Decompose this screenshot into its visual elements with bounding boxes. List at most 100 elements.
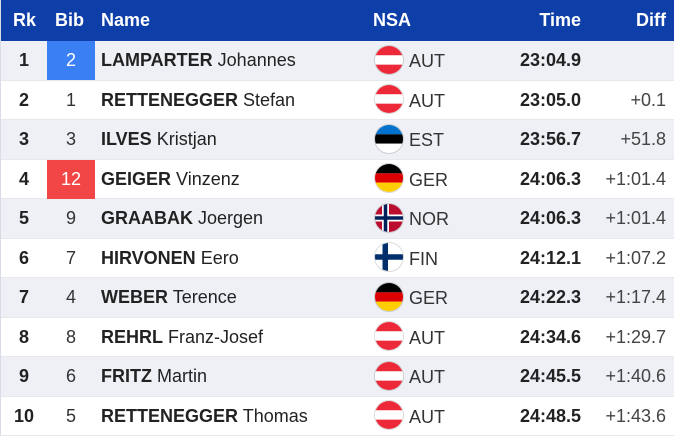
table-row[interactable]: 7 4 WEBER Terence GER 24:22.3 +1:17.4 (1, 278, 674, 318)
diff-cell: +51.8 (620, 129, 666, 149)
rank-cell: 1 (18, 50, 29, 70)
athlete-name[interactable]: LAMPARTER Johannes (101, 41, 296, 80)
nsa-code: AUT (409, 366, 445, 387)
athlete-firstname: Martin (157, 366, 208, 386)
table-row[interactable]: 6 7 HIRVONEN Eero FIN 24:12.1 +1:07.2 (1, 239, 674, 278)
bib-cell: 9 (65, 208, 76, 228)
nsa-cell: NOR (375, 199, 449, 238)
bib-cell: 12 (47, 159, 95, 199)
rank-cell: 4 (18, 168, 29, 189)
time-cell: 23:56.7 (519, 129, 581, 149)
athlete-surname: GEIGER (101, 168, 172, 189)
diff-cell: +1:40.6 (605, 366, 666, 386)
table-row[interactable]: 2 1 RETTENEGGER Stefan AUT 23:05.0 +0.1 (1, 81, 674, 120)
header-bib[interactable]: Bib (55, 10, 84, 30)
diff-cell: +0.1 (630, 89, 666, 110)
rank-cell: 5 (18, 208, 29, 228)
nsa-code: EST (409, 129, 445, 150)
germany-flag-icon (375, 164, 403, 193)
table-row[interactable]: 3 3 ILVES Kristjan EST 23:56.7 +51.8 (1, 120, 674, 160)
header-diff[interactable]: Diff (636, 10, 666, 30)
bib-cell: 2 (47, 41, 95, 80)
nsa-code: GER (409, 287, 449, 308)
header-time[interactable]: Time (539, 10, 581, 30)
nsa-cell: GER (375, 160, 448, 199)
athlete-surname: ILVES (101, 129, 152, 149)
rank-cell: 10 (13, 405, 35, 426)
athlete-surname: RETTENEGGER (101, 405, 239, 426)
diff-cell: +1:07.2 (605, 247, 666, 268)
athlete-surname: FRITZ (101, 366, 152, 386)
athlete-firstname: Joergen (198, 208, 264, 228)
table-row[interactable]: 8 8 REHRL Franz-Josef AUT 24:34.6 +1:29.… (1, 318, 674, 357)
nsa-code: NOR (409, 208, 449, 229)
athlete-name[interactable]: GEIGER Vinzenz (101, 160, 240, 199)
diff-cell: +1:17.4 (605, 287, 666, 307)
table-body: 1 2 LAMPARTER Johannes AUT 23:04.9 2 1 R… (1, 41, 674, 436)
athlete-name[interactable]: GRAABAK Joergen (101, 199, 263, 238)
austria-flag-icon (375, 45, 403, 74)
estonia-flag-icon (375, 124, 403, 153)
athlete-name[interactable]: RETTENEGGER Stefan (101, 81, 295, 120)
athlete-firstname: Thomas (242, 405, 308, 426)
rank-cell: 9 (18, 366, 29, 386)
header-nsa[interactable]: NSA (373, 10, 412, 30)
nsa-code: AUT (409, 90, 445, 111)
nsa-cell: FIN (375, 239, 438, 278)
time-cell: 24:12.1 (519, 247, 581, 268)
athlete-firstname: Eero (200, 247, 239, 268)
time-cell: 23:04.9 (519, 50, 581, 70)
nsa-cell: AUT (375, 357, 445, 396)
nsa-code: AUT (409, 327, 445, 348)
athlete-name[interactable]: RETTENEGGER Thomas (101, 397, 308, 436)
nsa-cell: AUT (375, 41, 445, 80)
nsa-code: AUT (409, 406, 445, 427)
time-cell: 24:06.3 (519, 208, 581, 228)
diff-cell: +1:01.4 (605, 208, 666, 228)
time-cell: 24:34.6 (519, 326, 581, 347)
nsa-code: AUT (409, 50, 445, 71)
nsa-code: FIN (409, 248, 438, 269)
rank-cell: 8 (18, 326, 29, 347)
table-row[interactable]: 5 9 GRAABAK Joergen NOR 24:06.3 +1:01.4 (1, 199, 674, 239)
athlete-firstname: Terence (172, 287, 237, 307)
finland-flag-icon (375, 243, 403, 272)
athlete-surname: WEBER (101, 287, 168, 307)
table-row[interactable]: 9 6 FRITZ Martin AUT 24:45.5 +1:40.6 (1, 357, 674, 397)
rank-cell: 7 (18, 287, 29, 307)
nsa-cell: AUT (375, 318, 445, 357)
athlete-firstname: Johannes (217, 50, 296, 70)
table-header: Rk Bib Name NSA Time Diff (1, 0, 674, 41)
bib-cell: 4 (65, 287, 76, 307)
norway-flag-icon (375, 203, 403, 232)
athlete-name[interactable]: ILVES Kristjan (101, 120, 217, 159)
athlete-firstname: Stefan (243, 89, 296, 110)
austria-flag-icon (375, 361, 403, 390)
table-row[interactable]: 1 2 LAMPARTER Johannes AUT 23:04.9 (1, 41, 674, 81)
nsa-cell: AUT (375, 397, 445, 436)
athlete-name[interactable]: REHRL Franz-Josef (101, 318, 263, 357)
rank-cell: 3 (18, 129, 29, 149)
athlete-surname: LAMPARTER (101, 50, 213, 70)
time-cell: 24:48.5 (519, 405, 581, 426)
austria-flag-icon (375, 85, 403, 114)
header-rank[interactable]: Rk (13, 10, 37, 30)
nsa-code: GER (409, 169, 449, 190)
bib-cell: 8 (65, 326, 76, 347)
bib-cell: 5 (65, 405, 76, 426)
table-row[interactable]: 4 12 GEIGER Vinzenz GER 24:06.3 +1:01.4 (1, 159, 674, 199)
athlete-firstname: Kristjan (156, 129, 217, 149)
bib-cell: 7 (65, 247, 76, 268)
athlete-name[interactable]: HIRVONEN Eero (101, 239, 239, 278)
table-row[interactable]: 10 5 RETTENEGGER Thomas AUT 24:48.5 +1:4… (1, 397, 674, 436)
athlete-surname: HIRVONEN (101, 247, 196, 268)
athlete-name[interactable]: FRITZ Martin (101, 357, 207, 396)
athlete-firstname: Franz-Josef (168, 326, 264, 347)
athlete-name[interactable]: WEBER Terence (101, 278, 237, 317)
germany-flag-icon (375, 282, 403, 311)
diff-cell: +1:43.6 (605, 405, 666, 426)
header-name[interactable]: Name (101, 10, 151, 30)
time-cell: 24:22.3 (519, 287, 581, 307)
bib-cell: 1 (65, 89, 76, 110)
